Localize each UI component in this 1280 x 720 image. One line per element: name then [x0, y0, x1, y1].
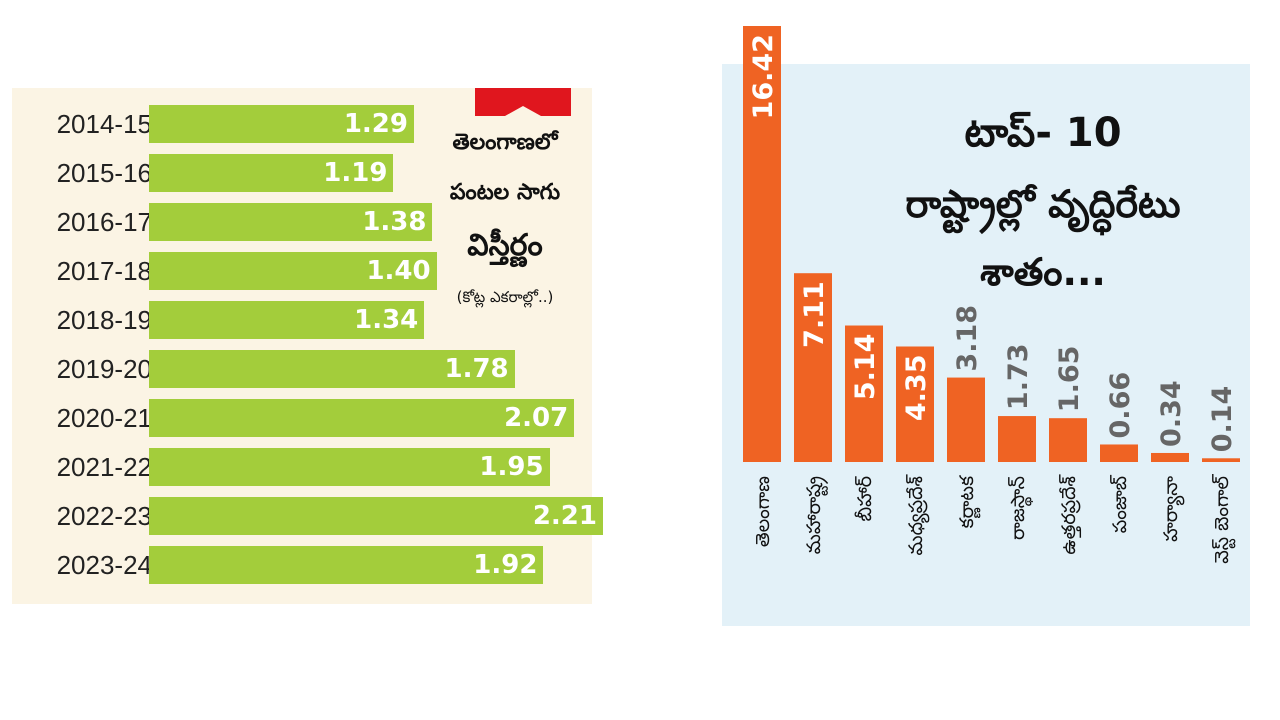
category-label: ఉత్తరప్రదేశ్ — [1058, 473, 1082, 554]
year-label: 2022-23 — [56, 501, 152, 531]
category-label: మహారాష్ట్ర — [803, 476, 829, 554]
right-chart-title-line-3: శాతం... — [980, 250, 1106, 294]
bar — [947, 377, 985, 462]
bar — [149, 154, 394, 192]
year-label: 2021-22 — [56, 452, 152, 482]
year-label: 2019-20 — [56, 354, 152, 384]
year-label: 2014-15 — [56, 109, 152, 139]
bar-value-label: 1.65 — [1054, 346, 1085, 413]
bar — [149, 105, 414, 143]
bar-value-label: 4.35 — [901, 354, 932, 421]
bar — [1049, 418, 1087, 462]
bar-value-label: 1.29 — [343, 109, 408, 139]
right-chart-title-line-2: రాష్ట్రాల్లో వృద్ధిరేటు — [905, 182, 1181, 226]
category-label: పంజాబ్ — [1109, 474, 1131, 533]
bar-value-label: 7.11 — [799, 281, 830, 348]
bar-value-label: 2.07 — [504, 403, 569, 433]
bar — [149, 252, 437, 290]
left-chart-title-line-2: పంటల సాగు — [449, 180, 561, 205]
bar — [149, 350, 515, 388]
year-label: 2016-17 — [56, 207, 152, 237]
year-label: 2015-16 — [56, 158, 152, 188]
bar-value-label: 2.21 — [532, 501, 597, 531]
left-chart-panel: 2014-15 1.29 2015-16 1.19 2016-17 1.38 2017-18… — [12, 88, 603, 604]
bar — [1202, 458, 1240, 462]
left-chart-title-line-1: తెలంగాణలో — [452, 130, 558, 155]
bar — [149, 546, 544, 584]
bar-value-label: 0.34 — [1156, 380, 1187, 447]
category-label: తెలంగాణ — [752, 476, 774, 547]
bar-value-label: 5.14 — [850, 334, 881, 401]
bar — [149, 203, 433, 241]
bar — [743, 26, 781, 462]
left-chart-title-line-3: విస్తీర్ణం — [467, 228, 543, 263]
bar-value-label: 0.14 — [1207, 386, 1238, 453]
bar-value-label: 1.38 — [362, 207, 427, 237]
category-label: వెస్ట్‌ బెంగాల్ — [1211, 473, 1236, 563]
bar-value-label: 0.66 — [1105, 372, 1136, 439]
bar-value-label: 1.78 — [444, 354, 509, 384]
bar — [149, 301, 425, 339]
bar-value-label: 3.18 — [952, 305, 983, 372]
bar — [149, 448, 550, 486]
right-chart-title-line-1: టాప్‌- 10 — [964, 110, 1122, 156]
bar-value-label: 1.73 — [1003, 343, 1034, 410]
bar-value-label: 1.40 — [366, 256, 431, 286]
bar — [845, 325, 883, 462]
year-label: 2020-21 — [56, 403, 152, 433]
bar — [896, 346, 934, 462]
bar — [149, 497, 603, 535]
bar — [998, 416, 1036, 462]
year-label: 2018-19 — [56, 305, 152, 335]
bar — [794, 273, 832, 462]
red-flag-icon — [475, 88, 571, 116]
bar-value-label: 1.34 — [354, 305, 419, 335]
bar-value-label: 1.19 — [323, 158, 388, 188]
bar — [1151, 452, 1189, 462]
bar-value-label: 1.92 — [473, 550, 538, 580]
year-label: 2023-24 — [56, 550, 152, 580]
category-label: రాజస్థాన్ — [1007, 476, 1033, 540]
category-label: హర్యానా — [1160, 476, 1185, 542]
bar-value-label: 16.42 — [748, 34, 779, 119]
bar — [149, 399, 575, 437]
left-chart-subtitle: (కోట్ల ఎకరాల్లో..) — [456, 288, 554, 306]
category-label: మధ్యప్రదేశ్ — [905, 473, 930, 555]
year-label: 2017-18 — [56, 256, 152, 286]
bar-value-label: 1.95 — [479, 452, 544, 482]
category-label: కర్ణాటక — [956, 475, 981, 528]
category-label: బీహార్ — [854, 475, 876, 521]
bar — [1100, 444, 1138, 462]
